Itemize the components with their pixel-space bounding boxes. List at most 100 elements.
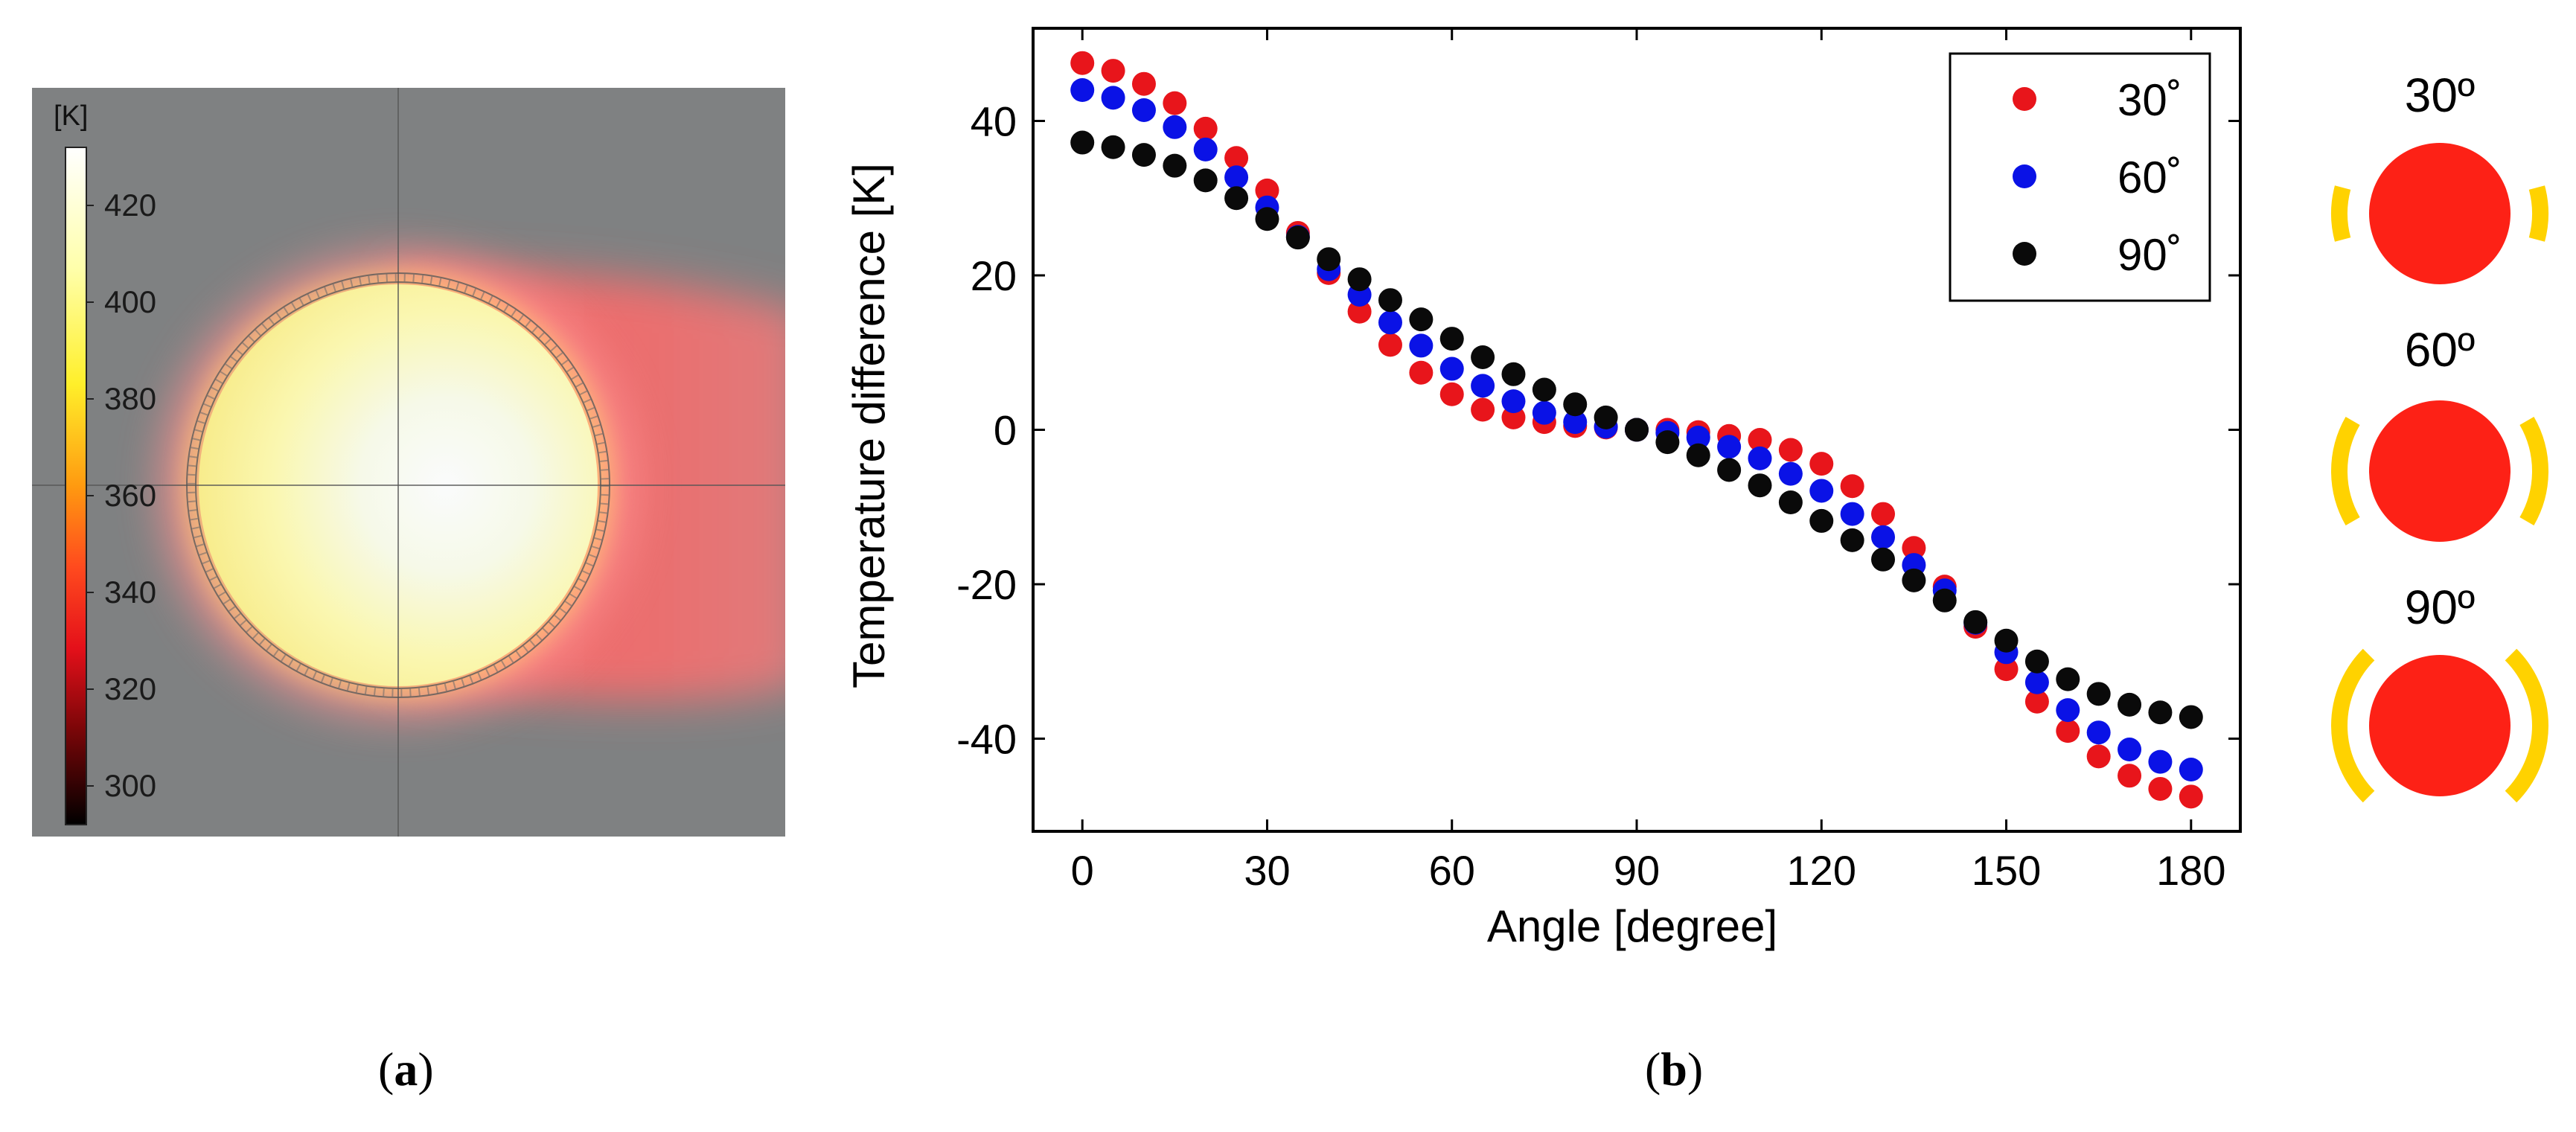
- data-point: [1563, 392, 1588, 417]
- data-point: [1902, 568, 1926, 592]
- data-point: [1409, 360, 1434, 385]
- colorbar-tick-label: 320: [104, 671, 156, 706]
- legend-marker: [2013, 164, 2036, 188]
- data-point: [2179, 784, 2203, 809]
- data-point: [1101, 135, 1125, 159]
- legend-label: 60˚: [2118, 153, 2182, 202]
- x-tick-label: 0: [1071, 847, 1094, 894]
- data-point: [1532, 377, 1556, 402]
- heated-disk: [2369, 400, 2511, 542]
- colorbar-tick-label: 360: [104, 478, 156, 513]
- data-point: [1686, 425, 1710, 450]
- y-tick-label: -40: [956, 716, 1017, 763]
- data-point: [2024, 689, 2049, 714]
- y-tick-label: -20: [956, 561, 1017, 608]
- colorbar-tick-label: 380: [104, 381, 156, 416]
- data-point: [1655, 430, 1680, 455]
- caption-b: (b): [1645, 1043, 1704, 1096]
- data-point: [2118, 692, 2142, 717]
- x-tick-label: 180: [2156, 847, 2225, 894]
- data-point: [1378, 310, 1402, 335]
- data-point: [2024, 670, 2049, 694]
- data-point: [2118, 764, 2142, 788]
- legend: 30˚ 60˚ 90˚: [1949, 52, 2211, 302]
- data-point: [1317, 247, 1341, 272]
- heater-schematic-2: 60º: [2331, 323, 2548, 542]
- schematic-angle-label: 30º: [2405, 68, 2476, 122]
- data-point: [2148, 776, 2173, 801]
- data-point: [1501, 362, 1526, 386]
- thermal-map-figure: [K] 420 400 380 360 340 320 300: [32, 88, 785, 837]
- y-axis-label: Temperature difference [K]: [844, 163, 894, 688]
- y-tick-label: 0: [994, 407, 1017, 454]
- data-point: [2179, 758, 2203, 781]
- heated-disk: [2369, 143, 2511, 284]
- data-point: [1871, 547, 1896, 572]
- x-tick-label: 30: [1244, 847, 1290, 894]
- data-point: [1471, 345, 1495, 369]
- data-point: [1871, 502, 1896, 526]
- data-point: [2056, 698, 2080, 723]
- heater-arc-right: [2505, 648, 2548, 803]
- data-point: [1809, 479, 1834, 503]
- data-point: [1686, 443, 1710, 467]
- data-point: [1070, 51, 1095, 75]
- x-tick-label: 60: [1429, 847, 1475, 894]
- colorbar-unit: [K]: [54, 100, 88, 132]
- data-point: [1840, 528, 1864, 552]
- x-tick-label: 120: [1787, 847, 1856, 894]
- data-point: [1409, 333, 1434, 358]
- heater-schematics: 30º 60º 90º: [2331, 68, 2548, 803]
- legend-label: 90˚: [2118, 230, 2182, 280]
- data-point: [1439, 382, 1464, 406]
- data-point: [1994, 657, 2019, 682]
- data-point: [1717, 458, 1742, 482]
- colorbar-tick-label: 420: [104, 188, 156, 223]
- x-axis-label: Angle [degree]: [1487, 901, 1777, 951]
- heater-schematic-1: 30º: [2331, 68, 2548, 284]
- data-point: [1748, 446, 1772, 470]
- data-point: [1594, 405, 1618, 429]
- heater-schematic-3: 90º: [2331, 581, 2548, 803]
- data-point: [2056, 719, 2080, 744]
- legend-marker: [2013, 242, 2036, 266]
- data-point: [1193, 168, 1218, 193]
- heater-arc-left: [2331, 648, 2375, 803]
- data-point: [1378, 288, 1402, 313]
- data-point: [1625, 418, 1649, 442]
- y-tick-label: 20: [971, 252, 1017, 299]
- thermal-field: [32, 88, 785, 837]
- data-point: [2056, 667, 2080, 691]
- colorbar-gradient: [65, 147, 87, 825]
- heater-arc-left: [2331, 417, 2360, 525]
- data-point: [1902, 536, 1926, 560]
- y-tick-label: 40: [971, 98, 1017, 145]
- heater-arc-right: [2519, 417, 2548, 525]
- data-point: [1193, 137, 1218, 162]
- data-point: [1378, 333, 1402, 357]
- data-point: [1871, 525, 1896, 549]
- scatter-chart: 0 30 60 90 120 150 180 -40 -20 0 20 40 30˚ 60˚ 90˚ An…: [844, 27, 2242, 951]
- data-point: [1193, 116, 1218, 141]
- data-point: [1840, 474, 1864, 499]
- data-point: [2118, 738, 2142, 762]
- data-point: [1347, 299, 1372, 324]
- data-point: [1563, 410, 1588, 435]
- data-point: [2086, 682, 2111, 706]
- data-point: [1932, 588, 1957, 613]
- data-point: [2024, 649, 2049, 674]
- data-point: [1471, 374, 1495, 398]
- data-point: [1163, 115, 1187, 139]
- data-point: [1347, 267, 1372, 292]
- data-point: [1255, 207, 1279, 231]
- data-point: [1532, 400, 1556, 425]
- heater-arc-right: [2528, 185, 2548, 242]
- data-point: [1224, 146, 1249, 170]
- legend-box: [1949, 52, 2211, 302]
- schematic-angle-label: 90º: [2405, 581, 2476, 634]
- colorbar-tick-label: 340: [104, 575, 156, 610]
- data-point: [1748, 473, 1772, 498]
- data-point: [1778, 490, 1803, 515]
- data-point: [2148, 700, 2173, 725]
- colorbar-tick-label: 400: [104, 284, 156, 319]
